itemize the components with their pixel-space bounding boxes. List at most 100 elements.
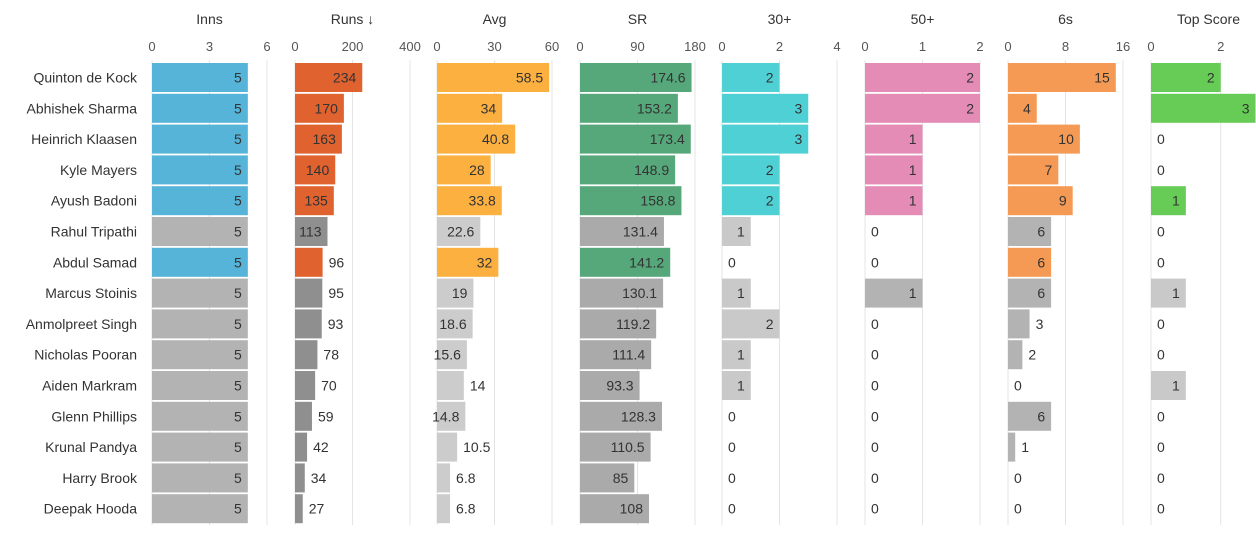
value-label-sr-abhishek-sharma: 153.2 <box>637 100 672 116</box>
bar-runs-abdul-samad <box>295 247 323 277</box>
value-label-30-abdul-samad: 0 <box>728 254 736 270</box>
bar-6s-nicholas-pooran <box>1008 340 1023 370</box>
bar-inns-krunal-pandya <box>152 432 248 462</box>
column-header-30[interactable]: 30+ <box>768 11 792 27</box>
bar-runs-quinton-de-kock <box>295 63 363 92</box>
value-label-30-anmolpreet-singh: 2 <box>766 316 774 332</box>
row-label-krunal-pandya: Krunal Pandya <box>45 439 137 455</box>
bar-inns-nicholas-pooran <box>152 340 248 370</box>
bar-sr-harry-brook <box>580 463 635 493</box>
row-label-anmolpreet-singh: Anmolpreet Singh <box>26 316 137 332</box>
value-label-sr-anmolpreet-singh: 119.2 <box>616 316 650 332</box>
value-label-runs-kyle-mayers: 140 <box>306 162 330 178</box>
value-label-30-harry-brook: 0 <box>728 470 736 486</box>
bar-30-ayush-badoni <box>722 186 780 216</box>
tick-label-30: 0 <box>718 39 725 54</box>
value-label-runs-aiden-markram: 70 <box>321 378 337 394</box>
bar-6s-quinton-de-kock <box>1008 63 1116 92</box>
tick-label-6s: 16 <box>1116 39 1130 54</box>
bar-30-heinrich-klaasen <box>722 124 809 154</box>
bar-avg-aiden-markram <box>437 371 464 400</box>
column-header-runs[interactable]: Runs ↓ <box>331 11 375 27</box>
column-header-50[interactable]: 50+ <box>911 11 935 27</box>
value-label-50-krunal-pandya: 0 <box>871 439 879 455</box>
column-header-top-score[interactable]: Top Score <box>1177 11 1240 27</box>
value-label-30-ayush-badoni: 2 <box>766 193 774 209</box>
tick-label-avg: 60 <box>545 39 559 54</box>
value-label-30-nicholas-pooran: 1 <box>737 347 745 363</box>
bar-avg-marcus-stoinis <box>437 278 474 308</box>
value-label-sr-aiden-markram: 93.3 <box>606 378 633 394</box>
value-label-inns-deepak-hooda: 5 <box>234 501 242 517</box>
bar-inns-rahul-tripathi <box>152 217 248 246</box>
row-label-abhishek-sharma: Abhishek Sharma <box>26 100 137 116</box>
value-label-6s-ayush-badoni: 9 <box>1059 193 1067 209</box>
tick-label-50: 1 <box>919 39 926 54</box>
bar-top-score-quinton-de-kock <box>1151 63 1221 92</box>
bar-sr-nicholas-pooran <box>580 340 652 370</box>
value-label-avg-quinton-de-kock: 58.5 <box>516 70 543 86</box>
value-label-runs-nicholas-pooran: 78 <box>323 347 339 363</box>
bar-runs-marcus-stoinis <box>295 278 323 308</box>
bar-avg-harry-brook <box>437 463 451 493</box>
value-label-avg-aiden-markram: 14 <box>470 378 486 394</box>
bar-6s-kyle-mayers <box>1008 155 1059 185</box>
column-header-inns[interactable]: Inns <box>196 11 222 27</box>
tick-label-avg: 30 <box>487 39 501 54</box>
bar-inns-abhishek-sharma <box>152 93 248 123</box>
bar-6s-marcus-stoinis <box>1008 278 1052 308</box>
bar-runs-anmolpreet-singh <box>295 309 322 339</box>
bar-50-abhishek-sharma <box>865 93 980 123</box>
value-label-6s-marcus-stoinis: 6 <box>1037 285 1045 301</box>
value-label-avg-deepak-hooda: 6.8 <box>456 501 476 517</box>
value-label-inns-harry-brook: 5 <box>234 470 242 486</box>
bar-inns-deepak-hooda <box>152 494 248 524</box>
bar-sr-heinrich-klaasen <box>580 124 691 154</box>
value-label-6s-krunal-pandya: 1 <box>1021 439 1029 455</box>
value-label-50-rahul-tripathi: 0 <box>871 224 879 240</box>
value-label-sr-glenn-phillips: 128.3 <box>621 408 656 424</box>
bar-avg-ayush-badoni <box>437 186 502 216</box>
bar-30-kyle-mayers <box>722 155 780 185</box>
bar-sr-abhishek-sharma <box>580 93 678 123</box>
bar-runs-aiden-markram <box>295 371 316 400</box>
value-label-inns-heinrich-klaasen: 5 <box>234 131 242 147</box>
bar-inns-abdul-samad <box>152 247 248 277</box>
value-label-6s-quinton-de-kock: 15 <box>1094 70 1110 86</box>
column-header-sr[interactable]: SR <box>628 11 647 27</box>
bar-6s-glenn-phillips <box>1008 401 1052 431</box>
value-label-6s-abhishek-sharma: 4 <box>1023 100 1031 116</box>
bar-avg-glenn-phillips <box>437 401 466 431</box>
value-label-inns-anmolpreet-singh: 5 <box>234 316 242 332</box>
bar-inns-quinton-de-kock <box>152 63 248 92</box>
value-label-sr-ayush-badoni: 158.8 <box>640 193 675 209</box>
column-header-avg[interactable]: Avg <box>483 11 507 27</box>
value-label-50-glenn-phillips: 0 <box>871 408 879 424</box>
value-label-top-score-abhishek-sharma: 3 <box>1242 100 1250 116</box>
value-label-avg-glenn-phillips: 14.8 <box>432 408 459 424</box>
value-label-50-deepak-hooda: 0 <box>871 501 879 517</box>
value-label-30-abhishek-sharma: 3 <box>794 100 802 116</box>
value-label-runs-glenn-phillips: 59 <box>318 408 334 424</box>
bar-avg-deepak-hooda <box>437 494 451 524</box>
tick-label-50: 2 <box>976 39 983 54</box>
value-label-30-kyle-mayers: 2 <box>766 162 774 178</box>
value-label-sr-quinton-de-kock: 174.6 <box>651 70 686 86</box>
column-header-6s[interactable]: 6s <box>1058 11 1073 27</box>
bar-sr-deepak-hooda <box>580 494 649 524</box>
value-label-6s-aiden-markram: 0 <box>1014 378 1022 394</box>
value-label-6s-glenn-phillips: 6 <box>1037 408 1045 424</box>
value-label-6s-kyle-mayers: 7 <box>1045 162 1053 178</box>
tick-label-sr: 90 <box>630 39 644 54</box>
value-label-runs-marcus-stoinis: 95 <box>328 285 344 301</box>
value-label-50-abhishek-sharma: 2 <box>966 100 974 116</box>
bar-sr-rahul-tripathi <box>580 217 664 246</box>
value-label-sr-marcus-stoinis: 130.1 <box>622 285 657 301</box>
tick-label-50: 0 <box>861 39 868 54</box>
row-label-deepak-hooda: Deepak Hooda <box>44 501 138 517</box>
bar-6s-abhishek-sharma <box>1008 93 1037 123</box>
value-label-6s-nicholas-pooran: 2 <box>1028 347 1036 363</box>
value-label-top-score-heinrich-klaasen: 0 <box>1157 131 1165 147</box>
bar-avg-anmolpreet-singh <box>437 309 473 339</box>
